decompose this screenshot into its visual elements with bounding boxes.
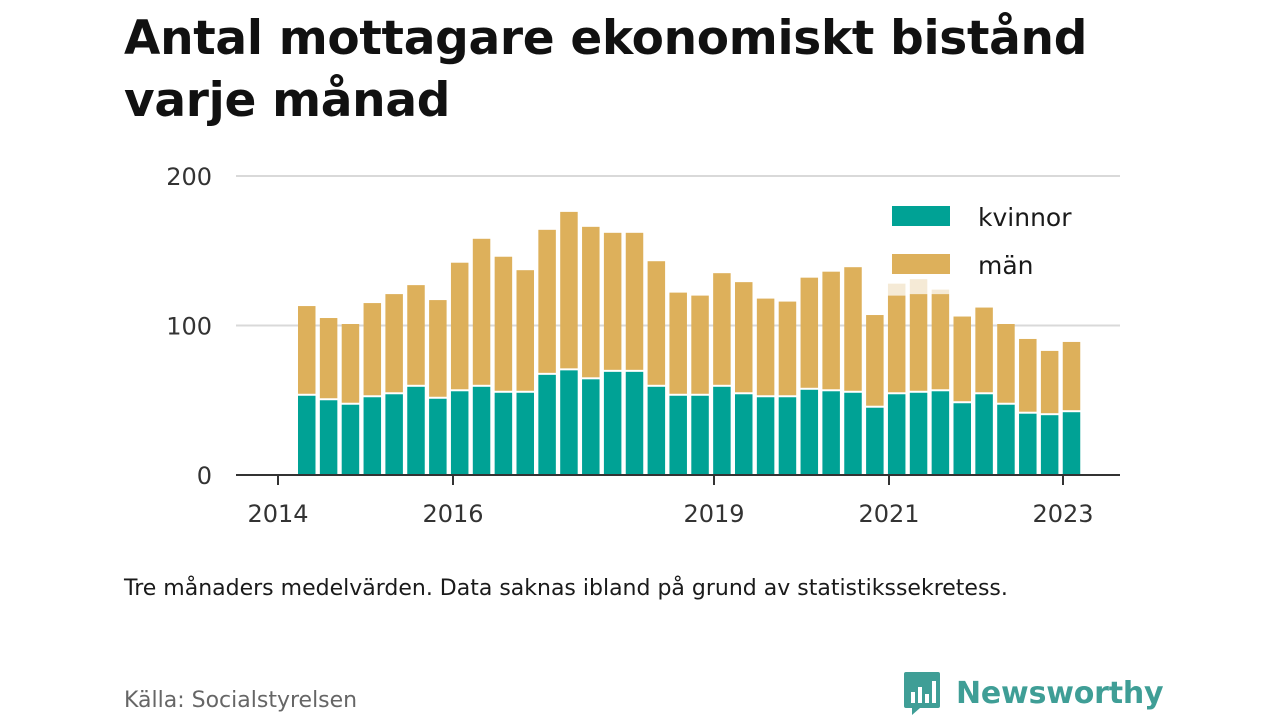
bar-man — [538, 229, 556, 373]
bar-kvinnor — [560, 370, 578, 475]
bar-kvinnor — [997, 404, 1015, 475]
chart-title: Antal mottagare ekonomiskt bistånd varje… — [124, 11, 1088, 128]
bar-man — [975, 307, 993, 393]
faded-bar-segment — [887, 283, 906, 296]
bar-kvinnor — [538, 374, 556, 475]
bar-kvinnor — [713, 386, 731, 475]
legend-swatch-kvinnor — [892, 206, 950, 226]
faded-bar-segment — [909, 279, 928, 295]
bar-man — [560, 211, 578, 369]
faded-bar-segment — [931, 289, 950, 295]
legend-swatch-man — [892, 254, 950, 274]
bar-kvinnor — [407, 386, 425, 475]
bar-kvinnor — [429, 398, 447, 475]
bar-man — [603, 232, 622, 370]
bar-man — [691, 295, 709, 394]
bar-kvinnor — [669, 395, 687, 475]
bar-kvinnor — [1019, 413, 1037, 475]
bar-man — [822, 271, 840, 390]
bar-man — [472, 238, 491, 385]
y-tick-label: 0 — [197, 462, 212, 490]
bar-man — [385, 294, 403, 393]
bar-kvinnor — [582, 379, 600, 475]
bar-kvinnor — [778, 397, 797, 475]
bar-kvinnor — [975, 394, 993, 475]
x-tick-label: 2014 — [247, 500, 308, 528]
bar-kvinnor — [341, 404, 360, 475]
bar-man — [866, 315, 884, 406]
y-tick-label: 200 — [166, 163, 212, 191]
x-tick-label: 2019 — [683, 500, 744, 528]
x-axis-ticks: 2014 2016 2019 2021 2023 — [247, 475, 1094, 528]
bars — [298, 211, 1081, 475]
legend-label-kvinnor: kvinnor — [978, 203, 1072, 232]
bar-man — [669, 292, 687, 394]
bar-man — [429, 300, 447, 397]
bar-man — [756, 298, 775, 396]
stacked-bar-chart: 2014 2016 2019 2021 2023 0 100 200 kvinnor män — [166, 163, 1120, 528]
bar-man — [953, 316, 971, 402]
bar-man — [713, 273, 731, 385]
bar-kvinnor — [319, 400, 338, 475]
bar-kvinnor — [691, 395, 709, 475]
bar-kvinnor — [909, 392, 928, 475]
bar-man — [450, 262, 469, 390]
bar-man — [909, 294, 928, 391]
bar-man — [844, 267, 862, 391]
legend: kvinnor män — [892, 203, 1072, 280]
legend-label-man: män — [978, 251, 1034, 280]
bar-man — [778, 301, 797, 396]
bar-man — [800, 277, 819, 388]
x-tick-label: 2023 — [1032, 500, 1093, 528]
bar-kvinnor — [385, 394, 403, 475]
brand-name: Newsworthy — [956, 675, 1164, 711]
bar-man — [516, 270, 534, 391]
bar-man — [298, 306, 316, 394]
brand[interactable]: Newsworthy — [902, 670, 1164, 716]
bar-man — [735, 282, 753, 393]
bar-man — [407, 285, 425, 385]
bar-kvinnor — [494, 392, 513, 475]
bar-kvinnor — [800, 389, 819, 475]
bar-man — [319, 318, 338, 399]
bar-man — [997, 324, 1015, 403]
x-tick-label: 2021 — [858, 500, 919, 528]
bar-kvinnor — [472, 386, 491, 475]
bar-kvinnor — [1040, 415, 1059, 475]
bar-man — [494, 256, 513, 391]
bar-kvinnor — [625, 371, 644, 475]
bar-kvinnor — [953, 403, 971, 475]
bar-man — [647, 261, 666, 385]
bar-kvinnor — [516, 392, 534, 475]
bar-kvinnor — [450, 391, 469, 475]
bar-kvinnor — [756, 397, 775, 475]
chart-note: Tre månaders medelvärden. Data saknas ib… — [124, 576, 1008, 601]
x-tick-label: 2016 — [422, 500, 483, 528]
bar-kvinnor — [735, 394, 753, 475]
newsworthy-logo-icon — [904, 672, 940, 715]
bar-man — [625, 232, 644, 370]
bar-man — [582, 226, 600, 378]
bar-man — [1062, 341, 1081, 411]
bar-kvinnor — [822, 391, 840, 475]
bar-kvinnor — [866, 407, 884, 475]
bar-man — [1019, 338, 1037, 412]
bar-kvinnor — [931, 391, 950, 475]
source-text: Källa: Socialstyrelsen — [124, 688, 358, 713]
bar-man — [341, 324, 360, 403]
bar-kvinnor — [887, 394, 906, 475]
bar-kvinnor — [298, 395, 316, 475]
bar-man — [1040, 350, 1059, 414]
bar-kvinnor — [647, 386, 666, 475]
y-tick-label: 100 — [166, 313, 212, 341]
bar-kvinnor — [844, 392, 862, 475]
bar-man — [363, 303, 382, 396]
bar-kvinnor — [1062, 412, 1081, 475]
bar-kvinnor — [363, 397, 382, 475]
bar-man — [931, 294, 950, 390]
y-axis-ticks: 0 100 200 — [166, 163, 212, 490]
bar-man — [887, 295, 906, 393]
bar-kvinnor — [603, 371, 622, 475]
